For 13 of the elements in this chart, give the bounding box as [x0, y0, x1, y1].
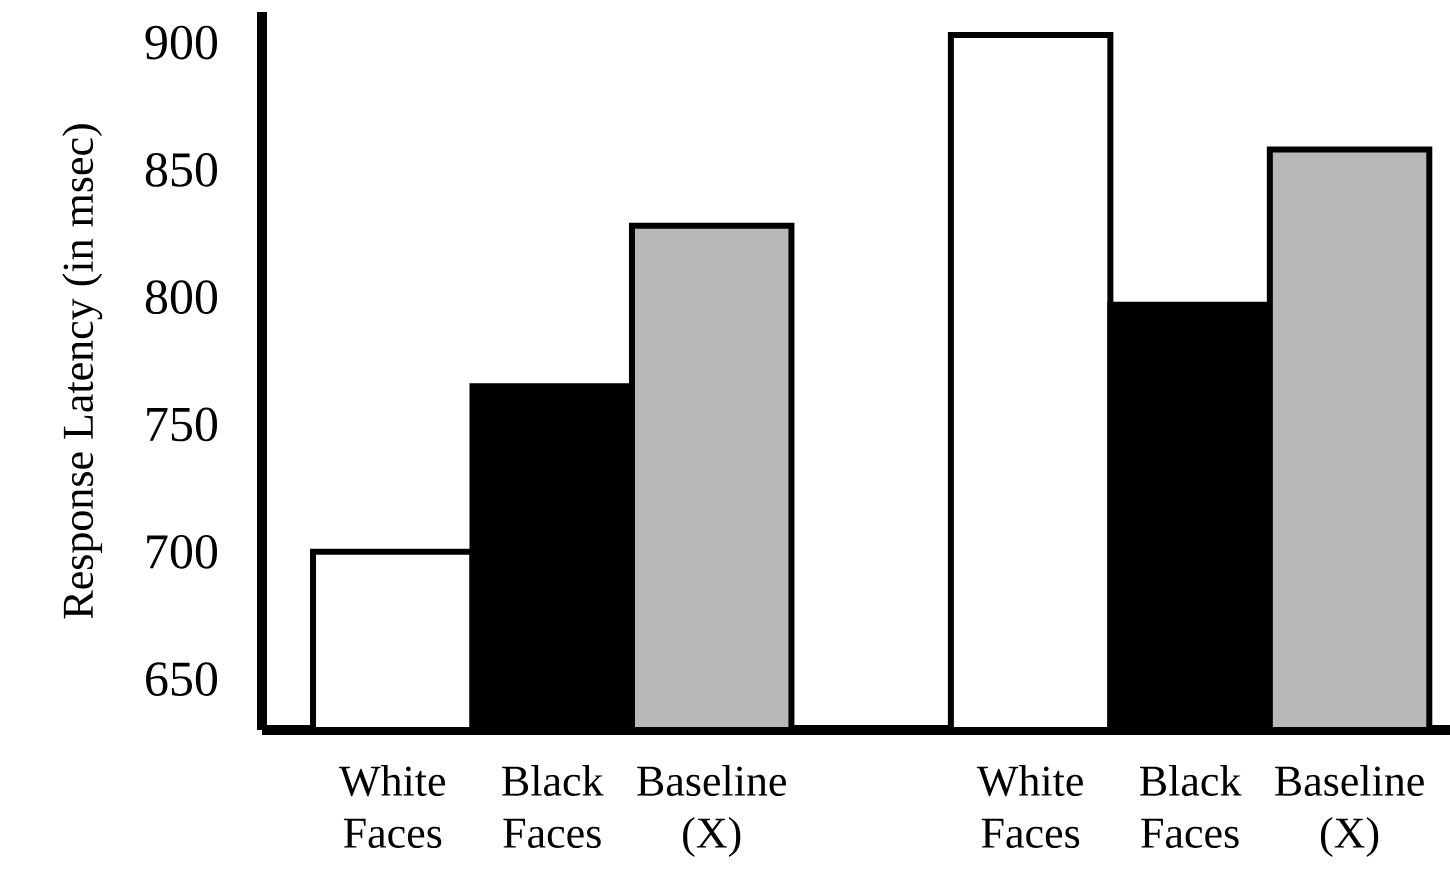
- x-tick-label: Black Faces: [1140, 765, 1242, 849]
- y-tick-label: 900: [145, 25, 218, 60]
- x-tick-label: White Faces: [339, 765, 446, 849]
- y-axis-title: Response Latency (in msec): [62, 124, 103, 619]
- y-tick-label: 650: [146, 662, 218, 696]
- y-tick-label: 850: [145, 152, 218, 187]
- y-tick-label: 750: [147, 407, 218, 442]
- x-tick-label: White Faces: [976, 765, 1083, 849]
- x-tick-label: Black Faces: [502, 765, 604, 849]
- x-tick-label: Baseline (X): [637, 765, 786, 857]
- y-tick-label: 800: [145, 280, 218, 315]
- x-tick-label: Baseline (X): [1275, 765, 1424, 857]
- y-tick-label: 700: [147, 534, 218, 569]
